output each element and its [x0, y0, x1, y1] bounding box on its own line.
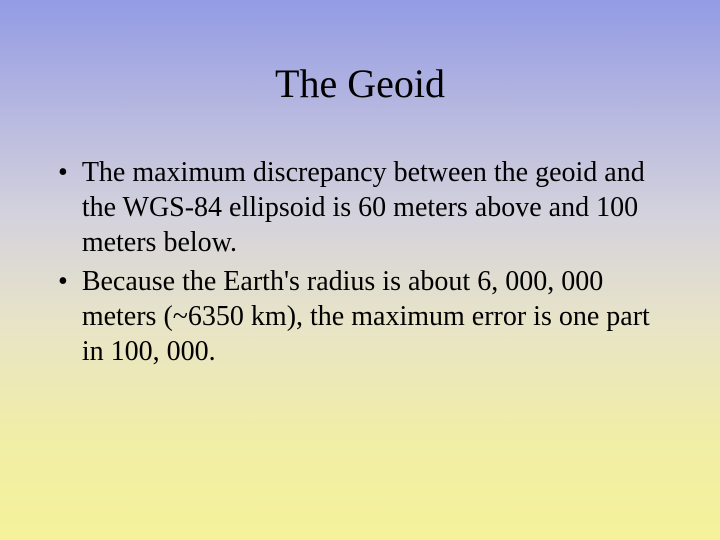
slide-title: The Geoid: [58, 60, 662, 107]
bullet-marker-icon: •: [58, 155, 68, 191]
bullet-text: The maximum discrepancy between the geoi…: [82, 155, 662, 260]
slide-container: The Geoid • The maximum discrepancy betw…: [0, 0, 720, 540]
bullet-item: • Because the Earth's radius is about 6,…: [58, 264, 662, 369]
bullet-text: Because the Earth's radius is about 6, 0…: [82, 264, 662, 369]
slide-content: • The maximum discrepancy between the ge…: [58, 155, 662, 369]
bullet-item: • The maximum discrepancy between the ge…: [58, 155, 662, 260]
bullet-marker-icon: •: [58, 264, 68, 300]
